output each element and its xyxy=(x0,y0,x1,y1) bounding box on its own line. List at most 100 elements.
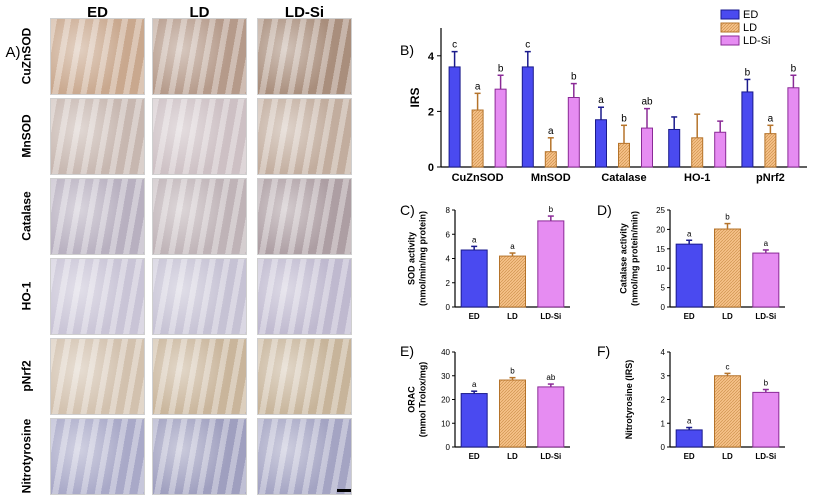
bar xyxy=(752,252,780,308)
micrograph-tile xyxy=(257,338,352,415)
micrograph-tile xyxy=(152,258,247,335)
micrograph-tile xyxy=(50,18,145,95)
y-tick-label: 4 xyxy=(428,51,435,63)
histology-panel: A) ED LD LD-Si CuZnSOD MnSOD Catalase HO-1 p… xyxy=(0,0,360,503)
panel-label: E) xyxy=(400,343,414,359)
legend-label: LD xyxy=(743,22,757,34)
y-tick-label: 4 xyxy=(446,255,451,264)
significance-letter: ab xyxy=(546,373,555,382)
category-label: ED xyxy=(469,312,480,321)
micrograph-tile xyxy=(257,98,352,175)
y-axis-label: (mmol Trolox/mg) xyxy=(418,362,428,438)
column-header-ld: LD xyxy=(189,4,210,21)
y-tick-label: 2 xyxy=(446,279,451,288)
category-label: LD-Si xyxy=(540,312,561,321)
category-label: Catalase xyxy=(601,172,646,184)
y-axis-label: ORAC xyxy=(407,386,417,413)
micrograph-tile xyxy=(152,98,247,175)
panel-label: D) xyxy=(597,202,612,218)
legend-label: LD-Si xyxy=(743,35,771,47)
micrograph-tile xyxy=(257,18,352,95)
category-label: LD xyxy=(722,452,733,461)
category-label: LD-Si xyxy=(755,452,776,461)
significance-letter: a xyxy=(510,242,515,251)
panel-label: F) xyxy=(597,343,610,359)
y-tick-label: 1 xyxy=(661,419,666,428)
bar xyxy=(471,109,484,168)
bar xyxy=(787,87,800,168)
category-label: ED xyxy=(684,312,695,321)
bar xyxy=(714,375,741,448)
category-label: MnSOD xyxy=(531,172,571,184)
y-axis-label: (nmol/min/mg protein) xyxy=(418,211,428,306)
micrograph-tile xyxy=(50,178,145,255)
legend-swatch xyxy=(720,35,740,46)
significance-letter: b xyxy=(510,367,515,376)
bar xyxy=(448,66,461,168)
column-header-ed: ED xyxy=(87,4,108,21)
bar xyxy=(537,220,565,308)
micrograph-tile xyxy=(152,18,247,95)
category-label: LD-Si xyxy=(755,312,776,321)
bar xyxy=(668,128,681,168)
y-tick-label: 2 xyxy=(428,106,434,118)
panel-label: B) xyxy=(400,42,414,58)
bar xyxy=(521,66,534,168)
bar xyxy=(618,142,630,168)
y-tick-label: 20 xyxy=(441,396,450,405)
category-label: LD-Si xyxy=(540,452,561,461)
y-tick-label: 10 xyxy=(441,419,450,428)
bar xyxy=(691,137,704,168)
significance-letter: a xyxy=(687,229,692,238)
significance-letter: a xyxy=(548,126,554,137)
micrograph-tile xyxy=(152,178,247,255)
bar xyxy=(675,243,703,308)
micrograph-tile xyxy=(257,178,352,255)
significance-letter: b xyxy=(621,113,627,124)
bar xyxy=(641,127,653,168)
y-axis-label: IRS xyxy=(408,87,422,107)
scale-bar xyxy=(337,489,351,492)
y-tick-label: 20 xyxy=(656,225,665,234)
y-tick-label: 25 xyxy=(656,206,665,215)
y-tick-label: 3 xyxy=(661,372,666,381)
y-tick-label: 0 xyxy=(446,303,451,312)
panel-a-label: A) xyxy=(5,44,21,61)
category-label: ED xyxy=(469,452,480,461)
micrograph-tile xyxy=(50,258,145,335)
significance-letter: a xyxy=(475,81,481,92)
bar xyxy=(460,393,488,448)
significance-letter: b xyxy=(725,213,730,222)
y-axis-label: (nmol/mg protein/min) xyxy=(630,211,640,306)
significance-letter: b xyxy=(764,379,769,388)
bar xyxy=(741,91,754,168)
significance-letter: b xyxy=(791,63,797,74)
significance-letter: ab xyxy=(641,97,653,108)
y-tick-label: 40 xyxy=(441,348,450,357)
significance-letter: a xyxy=(764,239,769,248)
y-axis-label: Nitrotyrosine (IRS) xyxy=(624,360,634,440)
bar xyxy=(544,151,557,168)
y-tick-label: 2 xyxy=(661,396,666,405)
micrograph-tile xyxy=(50,338,145,415)
micrograph-tile xyxy=(257,418,352,495)
y-axis-label: SOD activity xyxy=(407,232,417,285)
legend-label: ED xyxy=(743,9,758,21)
significance-letter: a xyxy=(598,95,604,106)
micrograph-tile xyxy=(50,98,145,175)
bar xyxy=(714,228,741,308)
bar xyxy=(499,379,526,448)
micrograph-tile xyxy=(152,418,247,495)
significance-letter: c xyxy=(525,40,530,51)
significance-letter: a xyxy=(472,235,477,244)
y-tick-label: 6 xyxy=(446,230,451,239)
category-label: CuZnSOD xyxy=(452,172,504,184)
y-tick-label: 0 xyxy=(446,443,451,452)
y-axis-label: Catalase activity xyxy=(619,223,629,294)
category-label: HO-1 xyxy=(684,172,710,184)
bar xyxy=(460,249,488,308)
bar xyxy=(714,131,727,168)
bar xyxy=(764,133,777,168)
bar xyxy=(494,88,507,168)
